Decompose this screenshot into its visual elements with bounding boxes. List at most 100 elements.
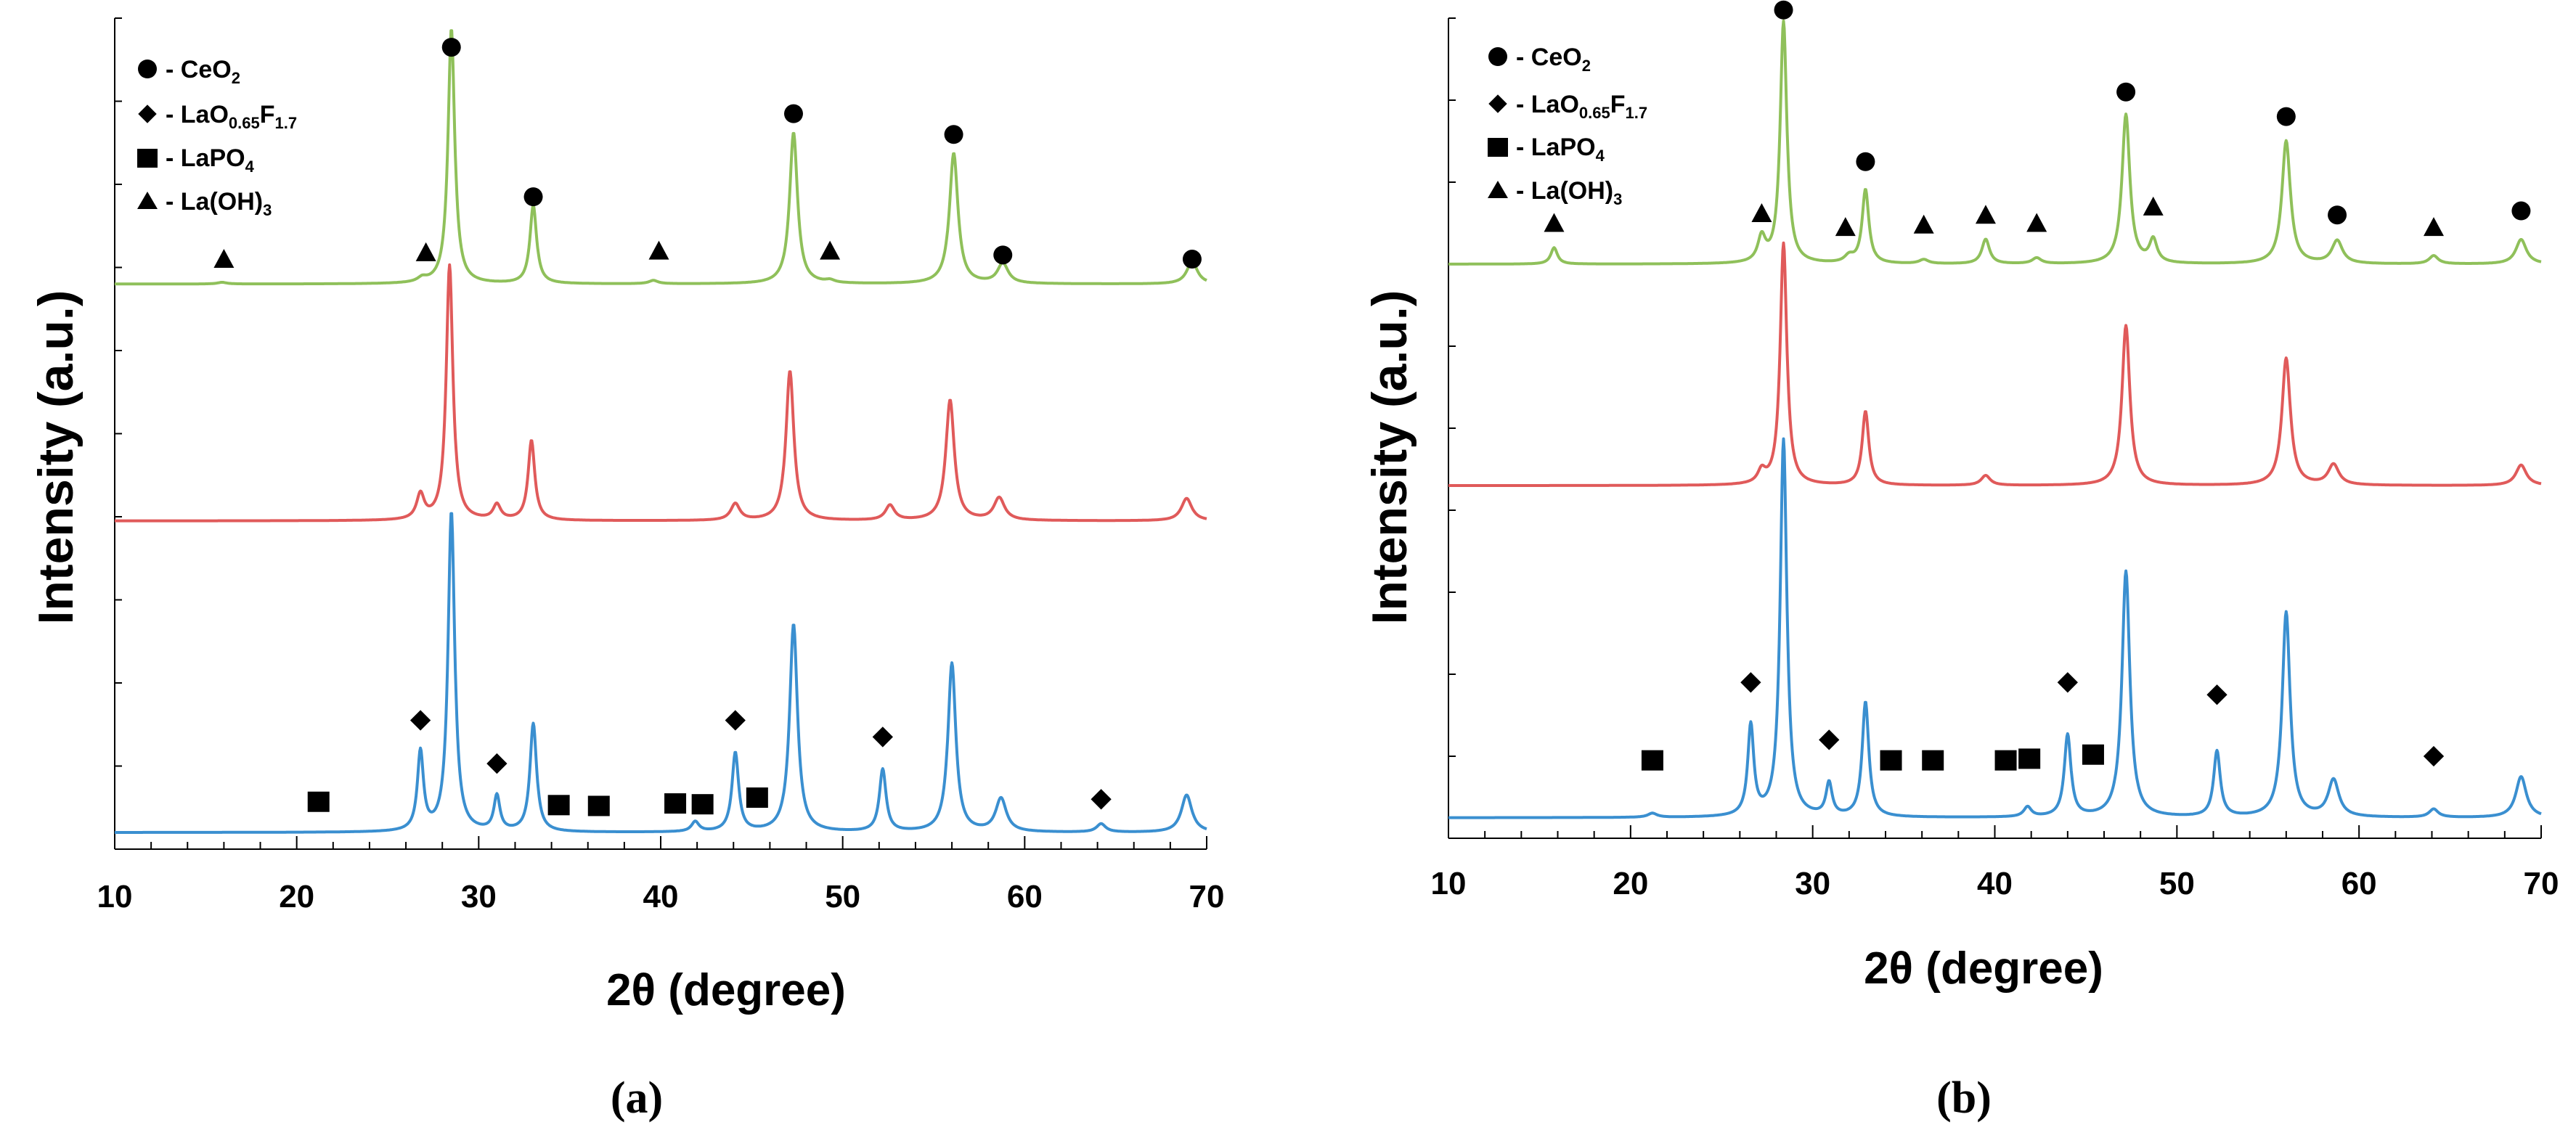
- x-tick-label: 20: [279, 879, 314, 914]
- series-line-bottom: [114, 512, 1207, 834]
- legend-item-lapo4: - LaPO4: [137, 144, 255, 176]
- legend-label-lapo4: - LaPO4: [1516, 134, 1605, 165]
- legend-label-laof: - LaO0.65F1.7: [1516, 91, 1647, 122]
- laof-marker: [2206, 684, 2227, 705]
- legend-label-laof: - LaO0.65F1.7: [166, 101, 297, 132]
- panel-a-label: (a): [611, 1073, 663, 1123]
- lapo4-marker: [2018, 748, 2041, 769]
- laoh3-marker: [1544, 213, 1565, 232]
- legend-item-ceo2: - CeO2: [138, 56, 240, 87]
- laof-marker: [725, 710, 746, 731]
- ceo2-marker: [2511, 201, 2531, 221]
- lapo4-marker: [746, 787, 768, 809]
- x-tick-label: 30: [1795, 866, 1830, 901]
- legend-label-laoh3: - La(OH)3: [1516, 177, 1622, 208]
- laof-marker: [409, 710, 431, 731]
- panel-b-y-axis-label: Intensity (a.u.): [1362, 290, 1417, 625]
- x-tick-label: 10: [1431, 866, 1467, 901]
- x-tick-label: 40: [1977, 866, 2013, 901]
- x-tick-label: 60: [2341, 866, 2377, 901]
- laoh3-marker: [1835, 217, 1856, 237]
- legend-circle-marker: [138, 60, 157, 78]
- ceo2-marker: [944, 125, 963, 144]
- ceo2-marker: [783, 104, 803, 123]
- laoh3-marker: [415, 242, 436, 261]
- panel-b: 10 20 30 40 50 60 70 - CeO2 - LaO0.65F1.7 - La…: [1362, 0, 2559, 1123]
- lapo4-marker: [1880, 750, 1902, 771]
- panel-b-x-axis-label: 2θ (degree): [1864, 943, 2103, 994]
- x-tick-label: 70: [2524, 866, 2559, 901]
- legend-item-laoh3: - La(OH)3: [1488, 177, 1622, 208]
- legend-triangle-marker: [1488, 181, 1508, 198]
- legend-circle-marker: [1488, 47, 1507, 66]
- series-line-bottom: [1448, 437, 2542, 819]
- panel-b-legend: - CeO2 - LaO0.65F1.7 - LaPO4 - La(OH)3: [1488, 44, 1647, 208]
- legend-square-marker: [137, 149, 158, 168]
- series-line-top: [114, 29, 1207, 286]
- x-tick-label: 20: [1613, 866, 1648, 901]
- laof-marker: [1091, 789, 1112, 810]
- lapo4-marker: [547, 795, 570, 816]
- legend-item-laof: - LaO0.65F1.7: [138, 101, 297, 132]
- laoh3-marker: [213, 249, 235, 269]
- series-line-middle: [1448, 241, 2542, 487]
- laof-marker: [1740, 672, 1761, 693]
- ceo2-marker: [2328, 205, 2347, 225]
- legend-square-marker: [1488, 138, 1508, 157]
- x-tick-label: 60: [1007, 879, 1043, 914]
- ceo2-marker: [2116, 82, 2136, 102]
- laoh3-marker: [2143, 196, 2164, 216]
- ceo2-marker: [441, 38, 461, 57]
- laoh3-marker: [2026, 213, 2047, 232]
- panel-a-y-axis-label: Intensity (a.u.): [28, 290, 83, 625]
- lapo4-marker: [1922, 750, 1944, 771]
- legend-diamond-marker: [1488, 94, 1507, 113]
- ceo2-marker: [1182, 250, 1202, 269]
- lapo4-marker: [2082, 744, 2104, 765]
- legend-item-ceo2: - CeO2: [1488, 44, 1591, 75]
- legend-label-ceo2: - CeO2: [166, 56, 240, 87]
- x-tick-label: 70: [1189, 879, 1225, 914]
- legend-item-laoh3: - La(OH)3: [137, 188, 272, 219]
- x-tick-label: 30: [461, 879, 497, 914]
- legend-label-laoh3: - La(OH)3: [166, 188, 272, 219]
- series-line-top: [1448, 19, 2542, 266]
- panel-b-label: (b): [1936, 1073, 1992, 1123]
- laoh3-marker: [820, 240, 841, 260]
- laoh3-marker: [648, 240, 669, 260]
- legend-item-laof: - LaO0.65F1.7: [1488, 91, 1647, 122]
- ceo2-marker: [523, 187, 543, 207]
- x-tick-label: 40: [643, 879, 679, 914]
- lapo4-marker: [664, 793, 687, 814]
- x-tick-label: 10: [97, 879, 133, 914]
- legend-triangle-marker: [137, 192, 158, 209]
- laoh3-marker: [1751, 202, 1772, 222]
- panel-a-legend: - CeO2 - LaO0.65F1.7 - LaPO4 - La(OH)3: [137, 56, 297, 219]
- laof-marker: [2423, 745, 2445, 767]
- laof-marker: [1819, 729, 1840, 750]
- lapo4-marker: [1994, 750, 2017, 771]
- ceo2-marker: [2276, 107, 2296, 126]
- lapo4-marker: [587, 795, 610, 816]
- x-tick-label: 50: [825, 879, 860, 914]
- lapo4-marker: [691, 794, 714, 815]
- ceo2-marker: [1774, 0, 1793, 20]
- laoh3-marker: [1975, 205, 1996, 224]
- laoh3-marker: [1913, 214, 1934, 234]
- series-line-middle: [114, 263, 1207, 523]
- panel-a-x-axis-label: 2θ (degree): [606, 965, 846, 1015]
- legend-label-ceo2: - CeO2: [1516, 44, 1591, 75]
- lapo4-marker: [307, 791, 330, 812]
- legend-label-lapo4: - LaPO4: [166, 144, 255, 176]
- panel-a: 10 20 30 40 50 60 70 - CeO2 - LaO0.65F1.7 - La…: [28, 17, 1225, 1123]
- ceo2-marker: [1856, 152, 1875, 171]
- legend-diamond-marker: [138, 105, 157, 123]
- panel-a-plot-area: 10 20 30 40 50 60 70: [97, 17, 1225, 914]
- laoh3-marker: [2424, 217, 2445, 237]
- ceo2-marker: [993, 245, 1013, 265]
- x-tick-label: 50: [2159, 866, 2195, 901]
- panel-b-plot-area: 10 20 30 40 50 60 70: [1431, 0, 2559, 901]
- laof-marker: [872, 726, 893, 748]
- laof-marker: [2057, 672, 2078, 693]
